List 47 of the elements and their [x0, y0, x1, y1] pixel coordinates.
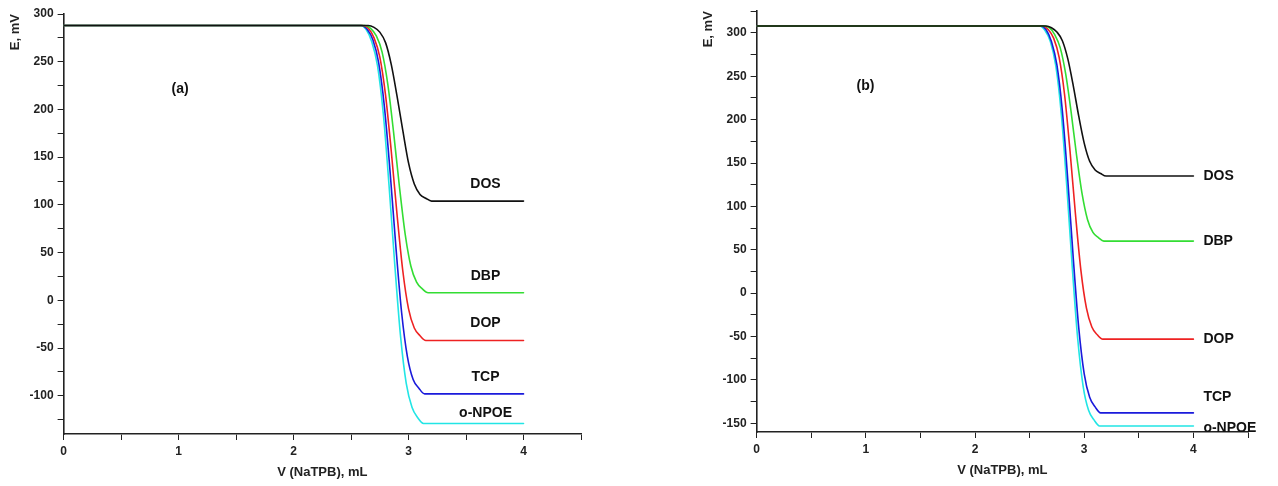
y-tick-label: 250 — [33, 54, 54, 69]
series-label: DOS — [1203, 166, 1234, 183]
y-tick-label: 200 — [726, 111, 747, 126]
y-tick-label: 50 — [40, 244, 54, 259]
series-label: o-NPOE — [1203, 418, 1257, 435]
series-label: DOS — [470, 174, 501, 191]
y-tick-label: -50 — [36, 340, 54, 355]
x-tick-label: 3 — [1080, 441, 1088, 456]
x-tick-label: 0 — [753, 441, 761, 456]
series-label: DOP — [470, 314, 501, 331]
y-tick-label: 200 — [33, 101, 54, 116]
y-tick-label: 50 — [733, 242, 747, 257]
y-tick-label: 300 — [33, 6, 54, 21]
y-tick-label: -150 — [722, 415, 747, 430]
y-tick-label: -100 — [29, 388, 54, 403]
x-axis-title: V (NaTPB), mL — [957, 461, 1048, 477]
line-series — [63, 24, 525, 202]
y-tick-label: -50 — [729, 328, 747, 343]
x-tick-label: 3 — [405, 443, 413, 458]
series-label: TCP — [471, 367, 500, 384]
series-label: DBP — [470, 266, 501, 283]
x-tick-label: 2 — [290, 443, 298, 458]
annotation: (b) — [856, 77, 875, 94]
y-tick-label: 150 — [33, 149, 54, 164]
annotation: (a) — [171, 79, 189, 96]
series-label: DBP — [1203, 231, 1233, 248]
y-tick-label: 0 — [46, 292, 54, 307]
y-tick-label: 100 — [726, 198, 747, 213]
x-tick-label: 1 — [862, 441, 870, 456]
y-tick-label: -100 — [722, 372, 747, 387]
x-tick-label: 4 — [520, 443, 528, 458]
y-axis-title: E, mV — [700, 10, 716, 48]
y-tick-label: 300 — [726, 25, 747, 40]
x-tick-label: 0 — [60, 443, 68, 458]
line-series — [756, 25, 1195, 177]
x-axis-title: V (NaTPB), mL — [277, 463, 368, 479]
x-tick-label: 1 — [175, 443, 183, 458]
y-tick-label: 250 — [726, 68, 747, 83]
x-tick-label: 2 — [971, 441, 979, 456]
y-tick-label: 150 — [726, 155, 747, 170]
y-axis-title: E, mV — [7, 13, 23, 51]
x-tick-label: 4 — [1190, 441, 1198, 456]
y-tick-label: 0 — [739, 285, 747, 300]
series-label: o-NPOE — [459, 404, 512, 421]
series-label: TCP — [1203, 387, 1232, 404]
series-label: DOP — [1203, 330, 1234, 347]
y-tick-label: 100 — [33, 197, 54, 212]
